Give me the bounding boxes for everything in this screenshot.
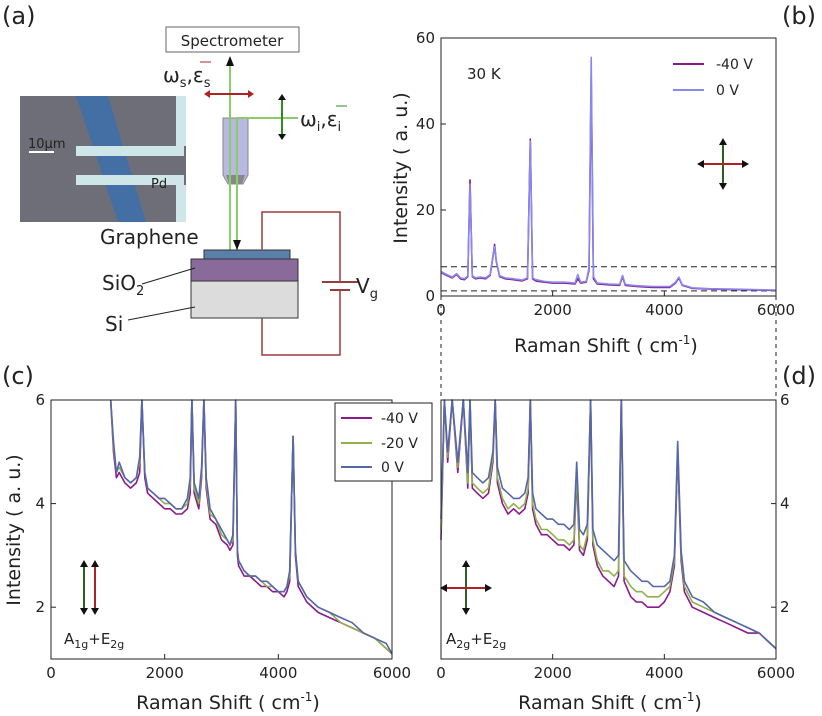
chart-b-xlabel: Raman Shift ( cm-1) <box>514 333 698 357</box>
panel-label-b: (b) <box>782 2 816 30</box>
objective-lens <box>222 117 249 185</box>
chart-d-series-3 <box>440 399 777 650</box>
chart-c: 0 2000 4000 6000 2 4 6 -40 V -20 V 0 V A1g+E2g… <box>3 391 433 714</box>
panel-label-c: (c) <box>2 362 34 390</box>
chart-c-ytick-label-2: 6 <box>35 391 45 409</box>
chart-b-ytick-label-1: 20 <box>416 201 435 219</box>
polarization-scattered-right-arrow <box>248 90 254 98</box>
electrode-lead-top <box>176 96 186 146</box>
chart-c-xtick-label-3: 6000 <box>373 664 411 682</box>
polarization-scattered-left-arrow <box>204 90 210 98</box>
electrode-top <box>76 146 184 156</box>
legend-label-c-2: -20 V <box>381 436 418 452</box>
chart-b-series-2 <box>440 56 777 291</box>
spectrometer-box <box>165 26 300 53</box>
panel-label-d: (d) <box>782 362 816 390</box>
arrow-up-icon <box>226 56 234 66</box>
chart-d-xlabel: Raman Shift ( cm-1) <box>518 690 702 714</box>
polarization-incident-up-arrow <box>278 94 286 100</box>
si-pointer <box>127 306 196 321</box>
chart-c-xtick-label-2: 4000 <box>259 664 297 682</box>
chart-c-annotation: A1g+E2g <box>64 630 124 651</box>
chart-b-legend: -40 V 0 V <box>673 57 753 99</box>
gate-wire-bottom <box>261 290 341 356</box>
polarization-cross-b <box>697 138 749 190</box>
chart-d-ytick-label-0: 2 <box>780 598 790 616</box>
sio2-pointer <box>141 267 196 285</box>
chart-b-xtick-label-3: 6000 <box>757 301 795 319</box>
chart-b: 30 K 0 2000 4000 6000 0 20 40 60 -40 V 0 V Rama… <box>390 29 795 357</box>
chart-d-xtick-label-3: 6000 <box>757 664 795 682</box>
chart-d-annotation: A2g+E2g <box>446 630 506 651</box>
chart-b-xtick-label-2: 4000 <box>645 301 683 319</box>
chart-d-ytick-label-2: 6 <box>780 391 790 409</box>
schematic: Spectrometer 10μm Pd ωs,εs <box>20 26 378 356</box>
chart-d-ytick-label-1: 4 <box>780 495 790 513</box>
gate-wire-top <box>261 211 341 282</box>
chart-d-xtick-label-2: 4000 <box>645 664 683 682</box>
polarization-parallel-c <box>80 560 99 615</box>
gate-label: Vg <box>356 274 378 302</box>
sio2-layer <box>190 258 299 282</box>
si-label: Si <box>105 312 123 336</box>
objective-tip <box>226 175 245 184</box>
polarization-cross-d <box>440 560 492 615</box>
sio2-label: SiO2 <box>102 271 144 299</box>
chart-d-xtick-label-0: 0 <box>436 664 446 682</box>
electrode-bottom <box>76 175 184 185</box>
graphene-label: Graphene <box>100 225 199 249</box>
chart-b-ytick-label-2: 40 <box>416 115 435 133</box>
microscope-image: 10μm Pd <box>20 96 186 222</box>
chart-b-xtick-label-1: 2000 <box>534 301 572 319</box>
legend-label-b-1: -40 V <box>716 57 753 73</box>
scale-bar-label: 10μm <box>28 137 65 152</box>
chart-c-series-3 <box>109 399 393 655</box>
graphene-layer <box>203 249 291 260</box>
chart-b-ytick-label-0: 0 <box>425 287 435 305</box>
chart-d-frame <box>440 399 777 660</box>
chart-d: 0 2000 4000 6000 2 4 6 A2g+E2g Raman Shift ( c… <box>436 391 795 714</box>
chart-b-annotation: 30 K <box>467 65 502 83</box>
spectrometer-label: Spectrometer <box>181 32 284 50</box>
chart-d-series-2 <box>440 399 777 650</box>
chart-c-xlabel: Raman Shift ( cm-1) <box>136 690 320 714</box>
chart-c-ylabel: Intensity ( a. u.) <box>3 454 25 605</box>
chart-c-xtick-label-0: 0 <box>46 664 56 682</box>
chart-c-ytick-label-1: 4 <box>35 495 45 513</box>
arrow-down-icon <box>233 240 241 250</box>
chart-b-ylabel: Intensity ( a. u.) <box>390 92 412 243</box>
chart-c-frame <box>50 399 393 660</box>
panel-label-a: (a) <box>2 2 35 30</box>
chart-c-ytick-label-0: 2 <box>35 598 45 616</box>
legend-label-b-2: 0 V <box>716 83 739 99</box>
scattered-label: ωs,εs <box>163 63 211 91</box>
si-layer <box>190 280 299 319</box>
chart-c-legend: -40 V -20 V 0 V <box>334 402 433 482</box>
legend-label-c-3: 0 V <box>381 460 404 476</box>
chart-c-xtick-label-1: 2000 <box>146 664 184 682</box>
chart-b-xtick-label-0: 0 <box>436 301 446 319</box>
graphene-flake <box>76 96 146 222</box>
chart-b-frame <box>440 37 777 297</box>
chart-b-ytick-label-3: 60 <box>416 29 435 47</box>
legend-label-c-1: -40 V <box>381 411 418 427</box>
electrode-lead-bottom <box>176 185 186 222</box>
polarization-incident-down-arrow <box>278 134 286 140</box>
chart-d-series-1 <box>440 399 777 650</box>
electrode-label: Pd <box>151 177 167 192</box>
incident-label: ωi,εi <box>300 107 341 135</box>
chart-d-xtick-label-1: 2000 <box>534 664 572 682</box>
